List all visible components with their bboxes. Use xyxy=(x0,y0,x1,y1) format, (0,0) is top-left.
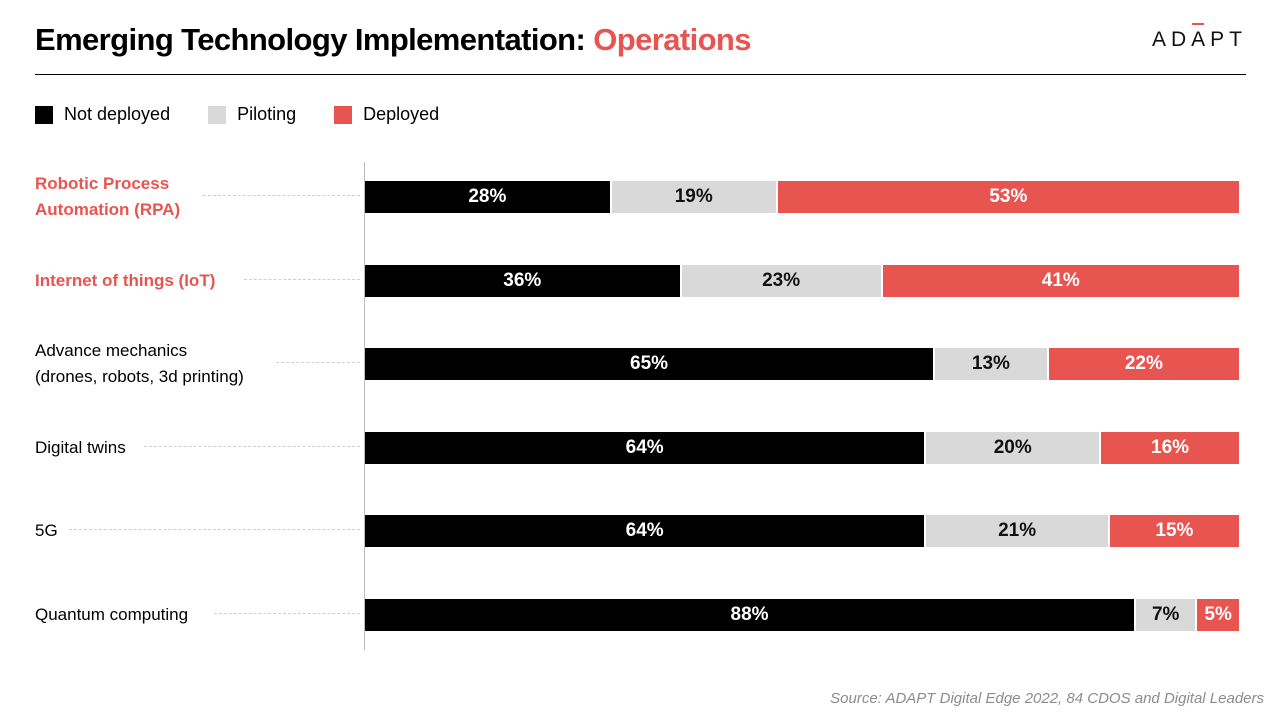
category-label-line: Digital twins xyxy=(35,438,126,457)
legend-item-deployed: Deployed xyxy=(334,104,439,125)
data-label: 65% xyxy=(630,353,669,374)
category-label: Robotic Process Automation (RPA) xyxy=(35,171,180,223)
data-label: 88% xyxy=(730,604,769,625)
logo-text-start: AD xyxy=(1151,28,1192,51)
category-label-line: Quantum computing xyxy=(35,605,189,624)
bar-row: 36% 23% 41% xyxy=(365,265,1239,297)
data-label: 28% xyxy=(468,186,507,207)
data-label: 22% xyxy=(1124,353,1163,374)
category-label-line: Internet of things (IoT) xyxy=(35,271,216,290)
chart-legend: Not deployed Piloting Deployed xyxy=(35,104,477,125)
category-leader-line xyxy=(244,279,360,280)
category-label: Quantum computing xyxy=(35,602,188,628)
bar-segment-deployed: 41% xyxy=(880,265,1239,297)
bar-row: 88% 7% 5% xyxy=(365,599,1239,631)
category-label: Digital twins xyxy=(35,435,126,461)
logo-text-mark: A xyxy=(1191,23,1211,51)
category-label: Advance mechanics (drones, robots, 3d pri… xyxy=(35,338,244,390)
data-label: 16% xyxy=(1151,437,1190,458)
page-title: Emerging Technology Implementation: Oper… xyxy=(35,22,752,58)
data-label: 64% xyxy=(625,520,664,541)
data-label: 53% xyxy=(989,186,1028,207)
category-label: 5G xyxy=(35,518,58,544)
bar-segment-deployed: 53% xyxy=(775,181,1239,213)
category-leader-line xyxy=(214,613,360,614)
data-label: 36% xyxy=(503,270,542,291)
bar-segment-piloting: 7% xyxy=(1134,599,1196,631)
category-label-line: 5G xyxy=(35,521,58,540)
bar-segment-piloting: 21% xyxy=(924,515,1108,547)
legend-item-piloting: Piloting xyxy=(208,104,296,125)
legend-swatch-deployed xyxy=(334,105,353,124)
bar-row: 65% 13% 22% xyxy=(365,348,1239,380)
bar-segment-piloting: 20% xyxy=(924,432,1100,464)
bar-row: 64% 21% 15% xyxy=(365,515,1239,547)
category-label-line: Automation (RPA) xyxy=(35,200,181,219)
bar-segment-piloting: 13% xyxy=(933,348,1047,380)
source-note: Source: ADAPT Digital Edge 2022, 84 CDOS… xyxy=(830,690,1264,707)
bar-segment-deployed: 16% xyxy=(1099,432,1239,464)
category-label: Internet of things (IoT) xyxy=(35,268,215,294)
bar-segment-not-deployed: 88% xyxy=(365,599,1135,631)
bar-segment-not-deployed: 36% xyxy=(365,265,680,297)
title-accent: Operations xyxy=(593,22,751,57)
logo-text-end: PT xyxy=(1210,28,1247,51)
data-label: 13% xyxy=(971,353,1010,374)
data-label: 23% xyxy=(762,270,801,291)
bar-segment-not-deployed: 64% xyxy=(365,515,925,547)
bar-row: 64% 20% 16% xyxy=(365,432,1239,464)
bar-segment-piloting: 19% xyxy=(609,181,776,213)
bar-segment-not-deployed: 28% xyxy=(365,181,610,213)
data-label: 15% xyxy=(1155,520,1194,541)
header-divider xyxy=(35,74,1246,75)
bar-segment-deployed: 22% xyxy=(1046,348,1239,380)
legend-label-not-deployed: Not deployed xyxy=(64,104,171,124)
legend-label-deployed: Deployed xyxy=(363,104,440,124)
adapt-logo: ADAPT xyxy=(1151,23,1247,52)
category-label-line: (drones, robots, 3d printing) xyxy=(35,367,244,386)
legend-swatch-not-deployed xyxy=(35,105,53,124)
data-label: 7% xyxy=(1151,604,1180,625)
bar-segment-deployed: 5% xyxy=(1195,599,1239,631)
bar-segment-piloting: 23% xyxy=(679,265,881,297)
title-main: Emerging Technology Implementation: xyxy=(35,22,586,57)
category-label-line: Advance mechanics xyxy=(35,341,188,360)
legend-label-piloting: Piloting xyxy=(237,104,297,124)
category-leader-line xyxy=(69,529,360,530)
data-label: 41% xyxy=(1041,270,1080,291)
data-label: 20% xyxy=(993,437,1032,458)
legend-item-not-deployed: Not deployed xyxy=(35,104,170,125)
category-leader-line xyxy=(276,362,360,363)
category-label-line: Robotic Process xyxy=(35,174,170,193)
data-label: 64% xyxy=(625,437,664,458)
category-leader-line xyxy=(203,195,360,196)
category-leader-line xyxy=(144,446,360,447)
bar-row: 28% 19% 53% xyxy=(365,181,1239,213)
chart-axis-line xyxy=(364,162,365,650)
bar-segment-deployed: 15% xyxy=(1107,515,1239,547)
data-label: 5% xyxy=(1204,604,1232,625)
data-label: 21% xyxy=(998,520,1037,541)
bar-segment-not-deployed: 65% xyxy=(365,348,934,380)
legend-swatch-piloting xyxy=(208,105,227,124)
bar-segment-not-deployed: 64% xyxy=(365,432,925,464)
data-label: 19% xyxy=(674,186,713,207)
